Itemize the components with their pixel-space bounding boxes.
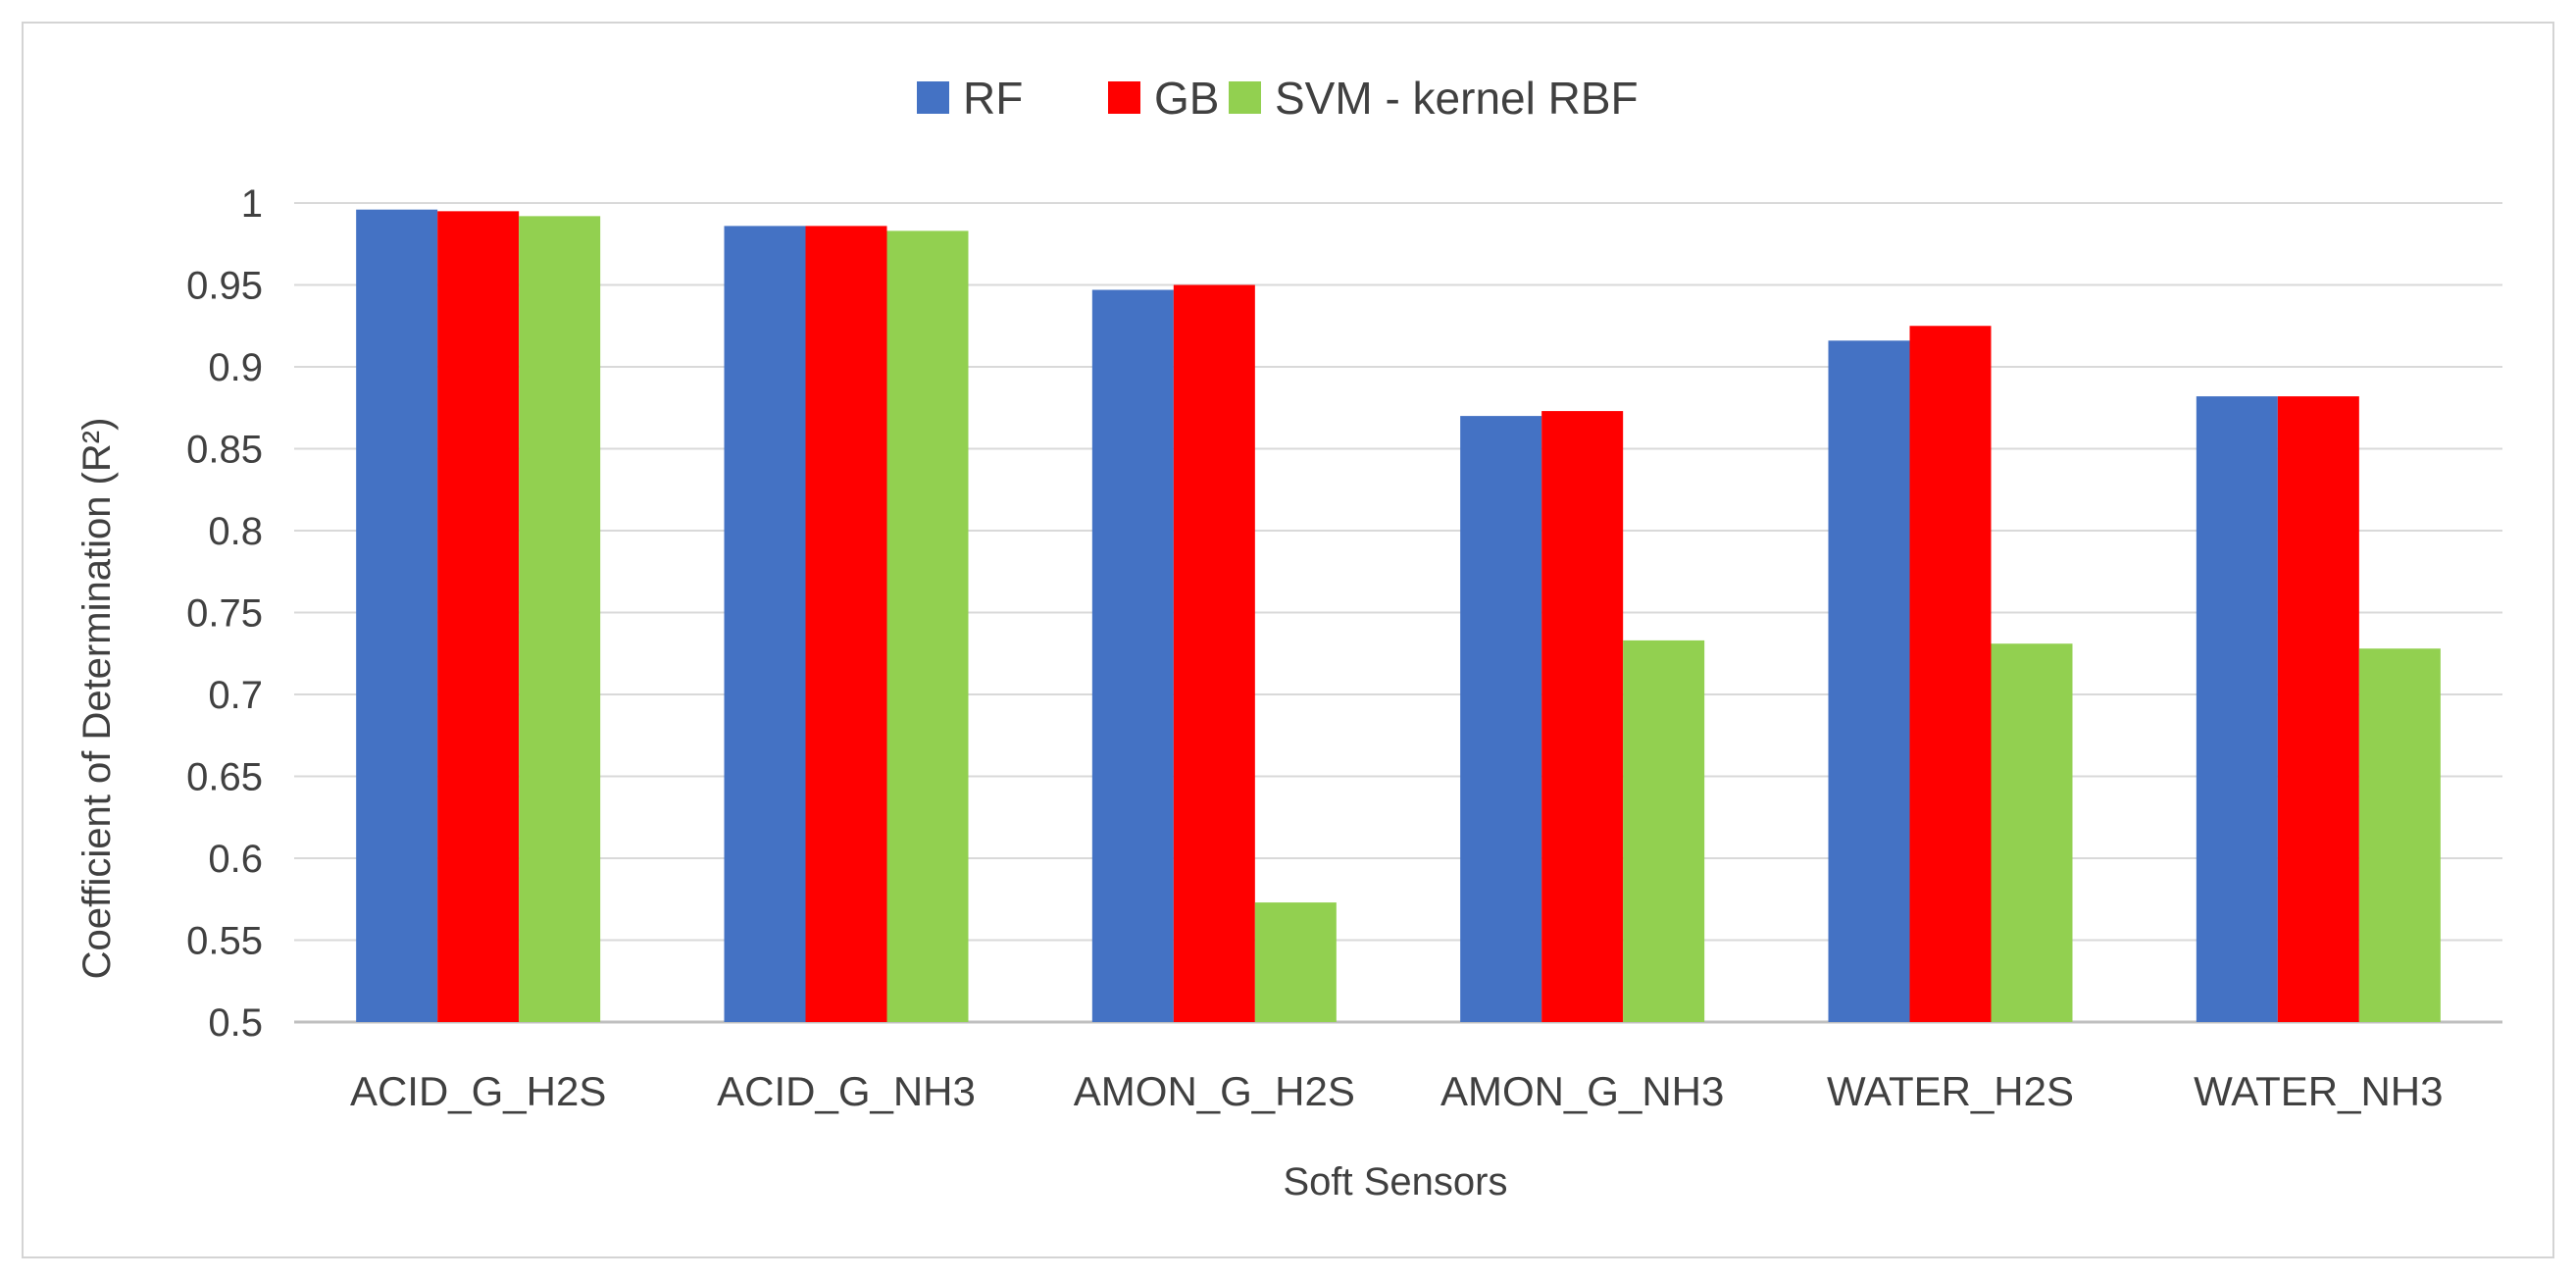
bar-gb-water_nh3: [2277, 396, 2359, 1022]
bar-svm-kernel-rbf-water_h2s: [1991, 643, 2073, 1022]
bar-gb-acid_g_h2s: [437, 211, 520, 1023]
x-category-label: AMON_G_H2S: [1074, 1068, 1355, 1114]
x-axis-title: Soft Sensors: [1283, 1160, 1507, 1203]
y-tick-label: 0.85: [186, 429, 263, 472]
gridlines: [294, 202, 2502, 1024]
bar-gb-acid_g_nh3: [805, 226, 887, 1022]
bar-svm-kernel-rbf-acid_g_nh3: [886, 230, 969, 1022]
y-tick-label: 0.9: [208, 346, 263, 389]
legend-swatch: [1229, 81, 1261, 114]
bar-rf-acid_g_nh3: [724, 226, 806, 1022]
legend-swatch: [917, 81, 949, 114]
y-tick-label: 0.65: [186, 756, 263, 799]
bar-svm-kernel-rbf-water_nh3: [2358, 648, 2441, 1022]
bar-svm-kernel-rbf-acid_g_h2s: [519, 216, 601, 1023]
x-category-label: WATER_H2S: [1827, 1068, 2074, 1114]
y-tick-label: 0.75: [186, 592, 263, 636]
bar-rf-water_nh3: [2196, 396, 2278, 1022]
y-axis-title: Coefficient of Determination (R²): [76, 418, 119, 980]
x-category-labels: ACID_G_H2S ACID_G_NH3 AMON_G_H2S AMON_G_NH3…: [350, 1068, 2444, 1114]
legend-swatch: [1108, 81, 1140, 114]
y-tick-labels: 0.5 0.55 0.6 0.65 0.7 0.75 0.8 0.85 0.9 0.95 1: [186, 182, 263, 1045]
bar-gb-amon_g_h2s: [1173, 284, 1255, 1022]
legend-label: GB: [1154, 73, 1219, 124]
bar-gb-water_h2s: [1909, 326, 1992, 1022]
bar-rf-amon_g_nh3: [1460, 416, 1542, 1023]
x-category-label: AMON_G_NH3: [1440, 1068, 1724, 1114]
bar-rf-acid_g_h2s: [356, 209, 438, 1022]
bar-rf-amon_g_h2s: [1091, 289, 1174, 1022]
legend: RF GB SVM - kernel RBF: [917, 73, 1639, 124]
legend-label: SVM - kernel RBF: [1275, 73, 1639, 124]
y-tick-label: 0.95: [186, 265, 263, 308]
bar-gb-amon_g_nh3: [1541, 411, 1624, 1023]
bars: [356, 209, 2441, 1023]
y-tick-label: 0.8: [208, 510, 263, 553]
bar-rf-water_h2s: [1828, 340, 1910, 1022]
y-tick-label: 1: [241, 182, 263, 226]
y-tick-label: 0.55: [186, 920, 263, 963]
legend-label: RF: [963, 73, 1023, 124]
bar-svm-kernel-rbf-amon_g_nh3: [1623, 640, 1705, 1022]
y-tick-label: 0.5: [208, 1001, 263, 1045]
x-category-label: WATER_NH3: [2194, 1068, 2443, 1114]
y-tick-label: 0.7: [208, 674, 263, 717]
x-category-label: ACID_G_H2S: [350, 1068, 606, 1114]
y-tick-label: 0.6: [208, 838, 263, 881]
bar-svm-kernel-rbf-amon_g_h2s: [1254, 902, 1337, 1022]
x-category-label: ACID_G_NH3: [717, 1068, 976, 1114]
